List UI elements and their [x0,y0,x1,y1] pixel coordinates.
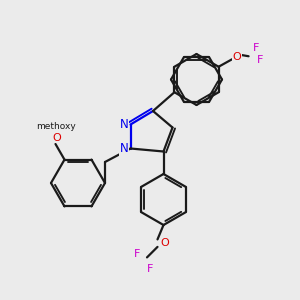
Text: O: O [160,238,169,248]
Text: N: N [119,142,128,155]
Text: N: N [119,118,128,131]
Text: F: F [257,55,263,65]
Text: F: F [253,43,259,53]
Text: methoxy: methoxy [36,122,75,131]
Text: O: O [52,133,61,143]
Text: O: O [233,52,242,62]
Text: F: F [134,249,141,260]
Text: F: F [147,264,153,274]
